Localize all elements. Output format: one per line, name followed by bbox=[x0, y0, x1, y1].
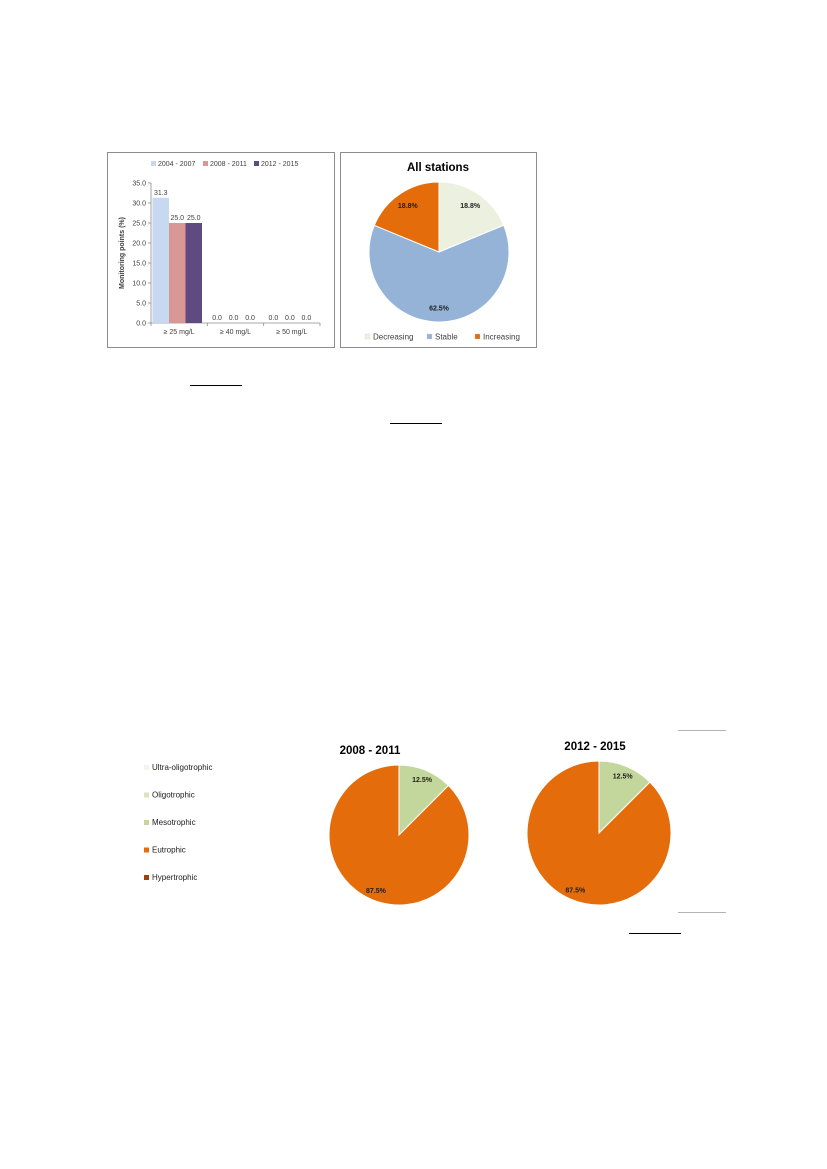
legend-label: 2012 - 2015 bbox=[261, 161, 298, 168]
bar-value-label: 0.0 bbox=[229, 315, 239, 322]
pie-data-label: 62.5% bbox=[429, 306, 450, 313]
legend-label: Mesotrophic bbox=[152, 818, 196, 827]
bar-value-label: 25.0 bbox=[170, 215, 184, 222]
pie-data-label: 12.5% bbox=[412, 777, 433, 784]
legend-entry: Mesotrophic bbox=[144, 818, 196, 827]
legend-entry: Eutrophic bbox=[144, 846, 186, 855]
pie-data-label: 18.8% bbox=[398, 203, 419, 210]
divider-line bbox=[678, 912, 726, 913]
underline-rule bbox=[190, 385, 242, 386]
bar-value-label: 0.0 bbox=[212, 315, 222, 322]
pie-title: 2012 - 2015 bbox=[564, 741, 626, 753]
legend-swatch bbox=[364, 333, 371, 340]
legend-label: Ultra-oligotrophic bbox=[152, 763, 212, 772]
trophic-state-pies: Ultra-oligotrophic Oligotrophic Mesotrophi… bbox=[144, 741, 672, 906]
legend-swatch bbox=[144, 765, 149, 770]
pie-data-label: 12.5% bbox=[613, 773, 634, 780]
bar bbox=[185, 223, 202, 323]
pie-slice bbox=[368, 224, 510, 323]
legend-swatch bbox=[474, 333, 481, 340]
legend-label: 2004 - 2007 bbox=[158, 161, 195, 168]
underline-rule bbox=[629, 933, 681, 934]
legend-entry: 2012 - 2015 bbox=[254, 161, 298, 168]
legend-swatch bbox=[426, 333, 433, 340]
legend-label: Eutrophic bbox=[152, 846, 186, 855]
y-tick-label: 5.0 bbox=[136, 300, 146, 307]
legend-label: Hypertrophic bbox=[152, 873, 197, 882]
bar-value-label: 31.3 bbox=[154, 190, 168, 197]
bar bbox=[169, 223, 186, 323]
bar-value-label: 0.0 bbox=[302, 315, 312, 322]
bar-chart: 2004 - 2007 2008 - 2011 2012 - 2015 0.0 5.0 1… bbox=[119, 161, 321, 336]
pie-title: 2008 - 2011 bbox=[340, 745, 401, 757]
legend-swatch bbox=[144, 847, 149, 853]
pie-data-label: 87.5% bbox=[366, 888, 387, 895]
y-tick-label: 35.0 bbox=[132, 180, 146, 187]
legend-entry: Stable bbox=[426, 333, 458, 342]
y-tick-label: 30.0 bbox=[132, 200, 146, 207]
legend-label: Decreasing bbox=[373, 333, 413, 342]
bar bbox=[152, 197, 169, 323]
x-tick-label: ≥ 50 mg/L bbox=[276, 329, 307, 336]
pie-data-label: 18.8% bbox=[460, 203, 481, 210]
y-tick-label: 0.0 bbox=[136, 320, 146, 327]
all-stations-pie-panel: All stations 18.8% 62.5% 18.8% Decreasing Sta… bbox=[340, 152, 537, 348]
legend-swatch bbox=[144, 820, 149, 825]
bar-value-label: 25.0 bbox=[187, 215, 201, 222]
pie-slice bbox=[526, 760, 672, 906]
y-tick-label: 20.0 bbox=[132, 240, 146, 247]
legend-entry: Oligotrophic bbox=[144, 791, 195, 800]
y-tick-label: 10.0 bbox=[132, 280, 146, 287]
all-stations-pie-chart: All stations 18.8% 62.5% 18.8% Decreasing Sta… bbox=[364, 162, 520, 342]
legend-entry: Ultra-oligotrophic bbox=[144, 763, 212, 772]
legend-entry: 2004 - 2007 bbox=[151, 161, 195, 168]
bar-value-label: 0.0 bbox=[285, 315, 295, 322]
underline-rule bbox=[390, 423, 442, 424]
y-axis-title: Monitoring points (%) bbox=[119, 217, 126, 289]
legend-label: Oligotrophic bbox=[152, 791, 195, 800]
divider-line bbox=[678, 730, 726, 731]
legend-swatch bbox=[144, 875, 149, 880]
legend-swatch bbox=[144, 792, 149, 798]
legend-entry: Hypertrophic bbox=[144, 873, 197, 882]
legend-swatch bbox=[203, 161, 208, 166]
bar-chart-panel: 2004 - 2007 2008 - 2011 2012 - 2015 0.0 5.0 1… bbox=[107, 152, 335, 348]
legend-swatch bbox=[254, 161, 259, 166]
legend-label: Increasing bbox=[483, 333, 520, 342]
y-tick-label: 25.0 bbox=[132, 220, 146, 227]
legend-entry: 2008 - 2011 bbox=[203, 161, 247, 168]
bar-value-label: 0.0 bbox=[245, 315, 255, 322]
legend-label: 2008 - 2011 bbox=[210, 161, 247, 168]
legend-entry: Increasing bbox=[474, 333, 520, 342]
pie-title: All stations bbox=[407, 162, 469, 174]
pie-slice bbox=[328, 764, 470, 906]
trophic-state-figure: Ultra-oligotrophic Oligotrophic Mesotrophi… bbox=[107, 710, 747, 930]
y-tick-label: 15.0 bbox=[132, 260, 146, 267]
x-tick-label: ≥ 25 mg/L bbox=[164, 329, 195, 336]
bar-value-label: 0.0 bbox=[269, 315, 279, 322]
pie-slice bbox=[438, 181, 505, 253]
legend-entry: Decreasing bbox=[364, 333, 413, 342]
legend-swatch bbox=[151, 161, 156, 166]
pie-slice bbox=[373, 181, 440, 253]
pie-data-label: 87.5% bbox=[565, 888, 586, 895]
legend-label: Stable bbox=[435, 333, 458, 342]
x-tick-label: ≥ 40 mg/L bbox=[220, 329, 251, 336]
